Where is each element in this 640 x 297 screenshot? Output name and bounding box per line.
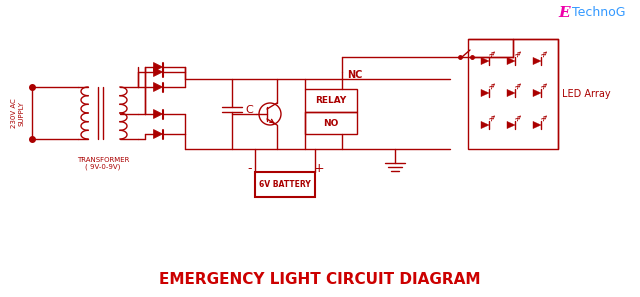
Polygon shape: [154, 62, 163, 72]
Polygon shape: [481, 121, 489, 129]
Polygon shape: [533, 89, 541, 97]
Polygon shape: [154, 83, 163, 91]
Polygon shape: [481, 89, 489, 97]
Text: NC: NC: [348, 70, 363, 80]
Text: ( 9V-0-9V): ( 9V-0-9V): [85, 163, 121, 170]
Bar: [468, 39, 558, 149]
Text: E: E: [558, 6, 570, 20]
Text: +: +: [314, 162, 324, 176]
Text: NO: NO: [323, 119, 339, 127]
Polygon shape: [154, 67, 163, 77]
Bar: [255, 172, 315, 197]
Text: -: -: [248, 162, 252, 176]
Bar: [305, 112, 357, 134]
Polygon shape: [533, 57, 541, 65]
Text: RELAY: RELAY: [316, 96, 347, 105]
Polygon shape: [507, 89, 515, 97]
Text: TechnoG: TechnoG: [572, 7, 625, 20]
Polygon shape: [154, 110, 163, 119]
Text: EMERGENCY LIGHT CIRCUIT DIAGRAM: EMERGENCY LIGHT CIRCUIT DIAGRAM: [159, 271, 481, 287]
Polygon shape: [481, 57, 489, 65]
Polygon shape: [507, 121, 515, 129]
Polygon shape: [533, 121, 541, 129]
Text: 6V BATTERY: 6V BATTERY: [259, 180, 311, 189]
Polygon shape: [154, 129, 163, 138]
Polygon shape: [507, 57, 515, 65]
Text: TRANSFORMER: TRANSFORMER: [77, 157, 129, 163]
Text: C: C: [245, 105, 253, 115]
Text: LED Array: LED Array: [562, 89, 611, 99]
Text: 230V AC
SUPPLY: 230V AC SUPPLY: [12, 98, 25, 128]
Bar: [305, 89, 357, 112]
